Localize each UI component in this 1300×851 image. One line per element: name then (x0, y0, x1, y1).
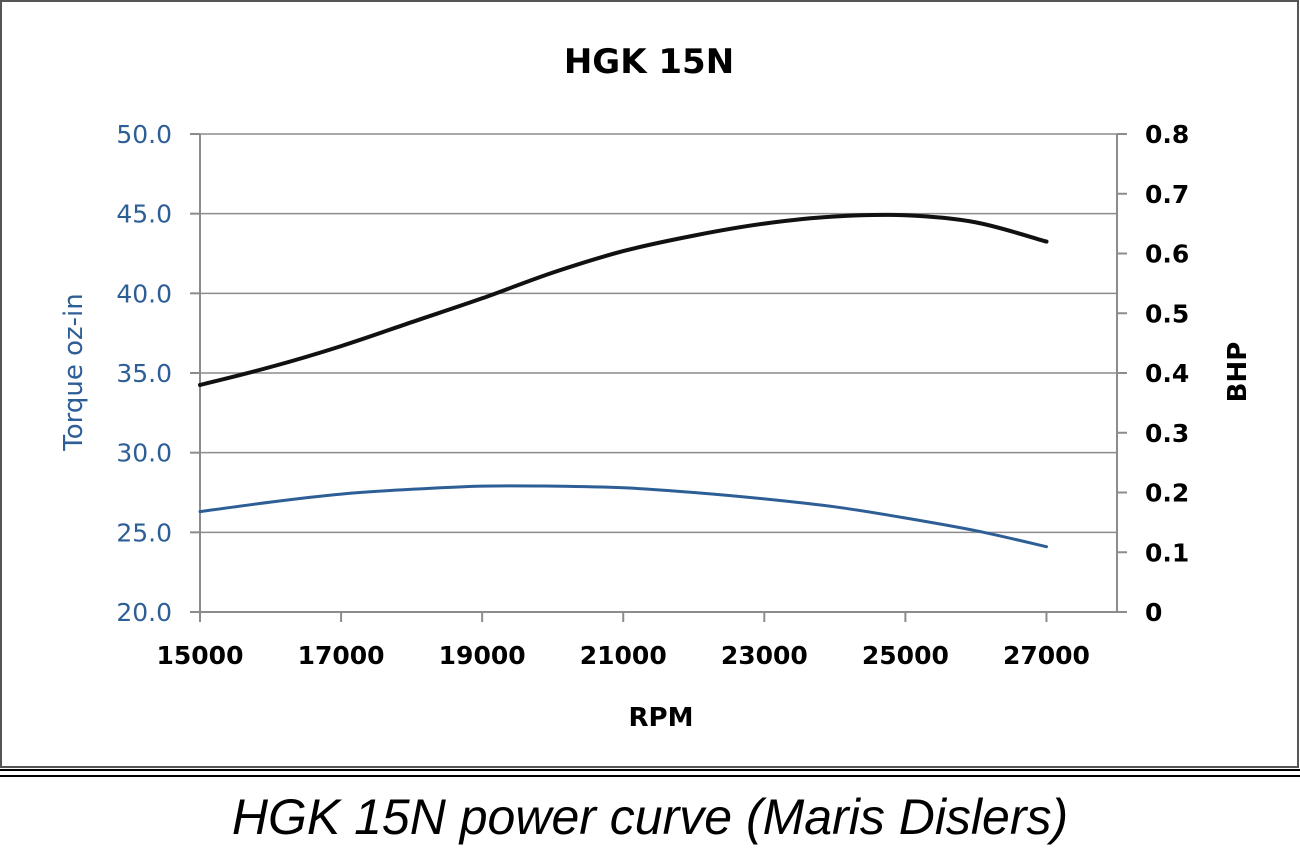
x-tick-label: 19000 (439, 641, 526, 670)
y-right-tick-label: 0.6 (1145, 240, 1189, 269)
y-left-tick-label: 20.0 (116, 598, 172, 627)
x-tick-label: 23000 (721, 641, 808, 670)
y-left-tick-label: 35.0 (116, 359, 172, 388)
y-right-tick-label: 0.5 (1145, 299, 1189, 328)
x-tick-label: 25000 (862, 641, 949, 670)
x-tick-label: 17000 (298, 641, 385, 670)
y-right-tick-label: 0.7 (1145, 180, 1189, 209)
y-right-tick-label: 0.2 (1145, 479, 1189, 508)
y-right-tick-label: 0.3 (1145, 419, 1189, 448)
y-left-tick-label: 30.0 (116, 439, 172, 468)
y-axis-right-label: BHP (1223, 342, 1253, 403)
y-left-tick-label: 25.0 (116, 518, 172, 547)
bhp-series-line (198, 212, 1049, 387)
x-tick-label: 27000 (1003, 641, 1090, 670)
torque-series-line (198, 484, 1048, 549)
axes: 15000 17000 19000 21000 23000 25000 27000 20.0 2… (116, 120, 1189, 670)
figure-caption: HGK 15N power curve (Maris Dislers) (232, 789, 1068, 845)
x-tick-label: 21000 (580, 641, 667, 670)
y-axis-left-label: Torque oz-in (59, 293, 89, 452)
y-right-tick-label: 0 (1145, 598, 1162, 627)
x-tick-label: 15000 (157, 641, 244, 670)
y-left-tick-label: 40.0 (116, 279, 172, 308)
chart-title: HGK 15N (564, 42, 734, 82)
y-left-tick-label: 45.0 (116, 200, 172, 229)
grid-lines (200, 133, 1117, 613)
chart-border (0, 0, 1299, 768)
y-left-tick-label: 50.0 (116, 120, 172, 149)
series-lines (198, 212, 1049, 549)
x-axis-label: RPM (629, 703, 694, 733)
y-right-tick-label: 0.8 (1145, 120, 1189, 149)
y-right-tick-label: 0.1 (1145, 538, 1189, 567)
y-right-tick-label: 0.4 (1145, 359, 1189, 388)
